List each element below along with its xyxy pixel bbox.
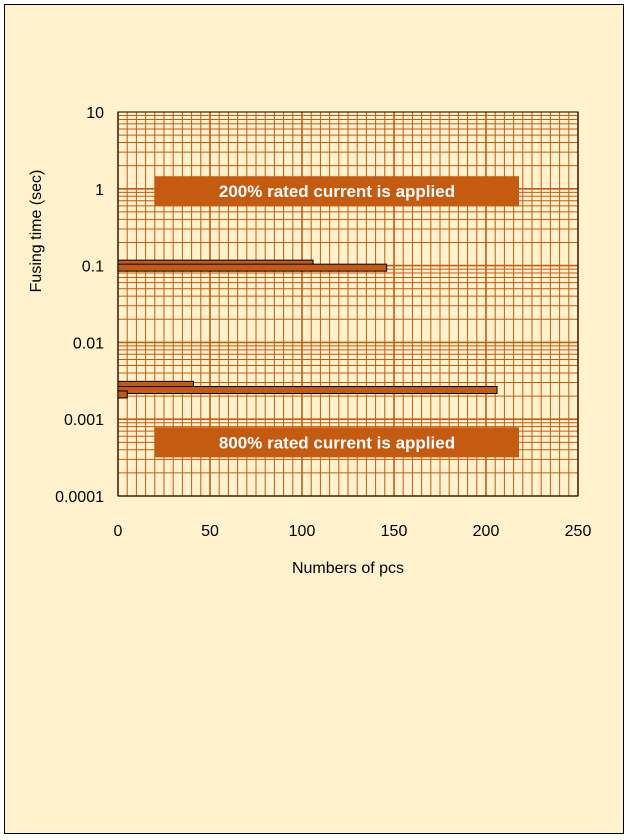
- x-tick-label: 150: [381, 523, 408, 540]
- figure-panel: 200% rated current is applied 800% rated …: [4, 4, 624, 834]
- y-tick-label: 0.01: [73, 335, 104, 352]
- bar: [117, 385, 498, 394]
- annotations: 200% rated current is applied 800% rated …: [155, 176, 519, 458]
- x-tick-label: 250: [565, 523, 592, 540]
- x-axis-label: Numbers of pcs: [292, 560, 404, 577]
- bars: [117, 259, 498, 399]
- y-tick-label: 10: [86, 105, 104, 122]
- x-tick-labels: 0 50 100 150 200 250: [114, 523, 592, 540]
- chart: 200% rated current is applied 800% rated …: [28, 105, 592, 577]
- x-tick-label: 50: [201, 523, 219, 540]
- plot-border: [117, 111, 579, 497]
- x-tick-label: 200: [473, 523, 500, 540]
- y-tick-label: 0.001: [64, 412, 104, 429]
- annotation-box: [155, 176, 519, 207]
- y-tick-label: 0.1: [82, 259, 104, 276]
- bar: [117, 390, 128, 399]
- y-tick-label: 0.0001: [55, 489, 104, 506]
- x-tick-label: 100: [289, 523, 316, 540]
- annotation-text: 800% rated current is applied: [219, 433, 455, 452]
- y-axis-label: Fusing time (sec): [28, 170, 45, 293]
- y-tick-label: 1: [95, 182, 104, 199]
- bar: [117, 263, 388, 272]
- annotation-box: [155, 427, 519, 458]
- annotation-text: 200% rated current is applied: [219, 182, 455, 201]
- y-tick-labels: 10 1 0.1 0.01 0.001 0.0001: [55, 105, 104, 506]
- x-tick-label: 0: [114, 523, 123, 540]
